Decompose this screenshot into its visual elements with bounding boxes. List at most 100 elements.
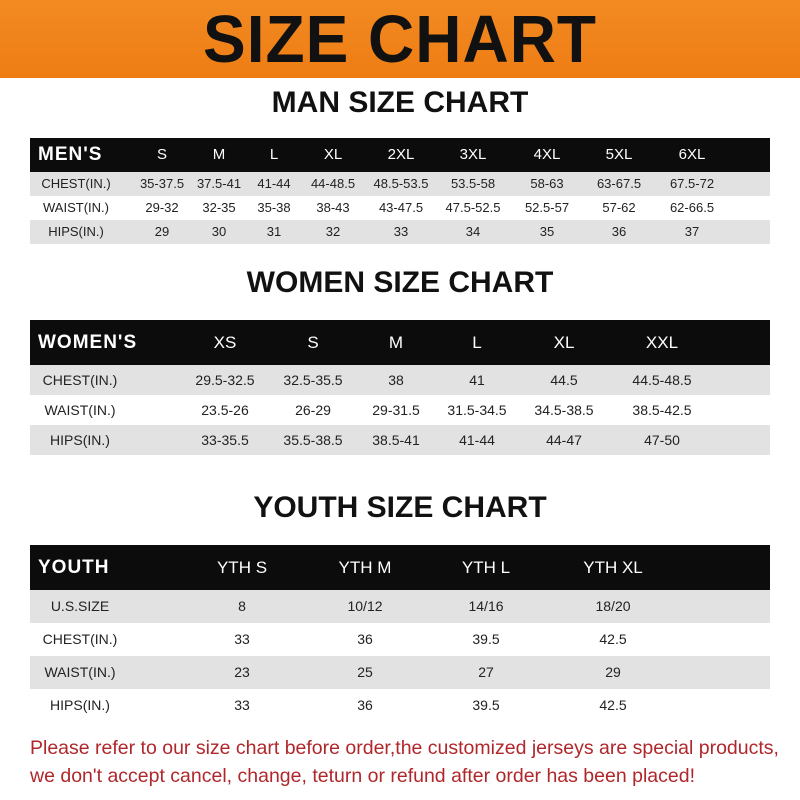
table-cell: 38.5-41	[372, 432, 420, 448]
size-header: XS	[213, 333, 237, 352]
table-cell: 34.5-38.5	[534, 402, 594, 418]
table-row: WAIST(IN.) 23 25 27 29	[30, 656, 770, 689]
banner-title: SIZE CHART	[203, 1, 597, 77]
row-label: CHEST(IN.)	[42, 372, 118, 388]
table-cell: 8	[238, 598, 246, 614]
table-cell: 36	[357, 697, 373, 713]
header-label: WOMEN'S	[38, 332, 138, 353]
table-cell: 33	[393, 224, 409, 239]
row-label: WAIST(IN.)	[43, 200, 109, 215]
table-cell: 29.5-32.5	[195, 372, 255, 388]
table-cell: 63-67.5	[596, 176, 642, 191]
table-cell: 44-47	[546, 432, 582, 448]
table-cell: 38	[388, 372, 404, 388]
table-cell: 29	[605, 664, 621, 680]
section-title: WOMEN SIZE CHART	[246, 266, 554, 299]
table-cell: 25	[357, 664, 373, 680]
table-cell: 58-63	[530, 176, 564, 191]
table-cell: 44.5-48.5	[632, 372, 692, 388]
table-row: WAIST(IN.) 29-32 32-35 35-38 38-43 43-47.5 47.…	[30, 196, 770, 220]
table-cell: 29-31.5	[372, 402, 420, 418]
table-cell: 41-44	[459, 432, 495, 448]
table-cell: 42.5	[599, 697, 627, 713]
table-cell: 33-35.5	[201, 432, 249, 448]
table-cell: 29	[154, 224, 170, 239]
table-cell: 37.5-41	[196, 176, 242, 191]
header-label: YOUTH	[38, 557, 110, 578]
table-cell: 67.5-72	[669, 176, 715, 191]
table-cell: 43-47.5	[378, 200, 424, 215]
size-header: XL	[323, 146, 343, 163]
table-row: WAIST(IN.) 23.5-26 26-29 29-31.5 31.5-34.5 34…	[30, 395, 770, 425]
table-cell: 32-35	[202, 200, 236, 215]
size-header: YTH S	[216, 558, 268, 577]
notice-line-2: we don't accept cancel, change, teturn o…	[30, 765, 695, 787]
row-label: CHEST(IN.)	[41, 176, 111, 191]
row-label: HIPS(IN.)	[48, 224, 104, 239]
table-cell: 47.5-52.5	[445, 200, 501, 215]
size-header: 5XL	[605, 146, 633, 163]
size-header: L	[269, 146, 279, 163]
section-title: YOUTH SIZE CHART	[253, 491, 547, 524]
table-cell: 18/20	[595, 598, 631, 614]
table-cell: 23	[234, 664, 250, 680]
notice-line-1: Please refer to our size chart before or…	[30, 737, 779, 759]
table-cell: 30	[211, 224, 227, 239]
row-label: HIPS(IN.)	[50, 697, 110, 713]
table-row: HIPS(IN.) 33 36 39.5 42.5	[30, 689, 770, 722]
size-header: YTH XL	[583, 558, 643, 577]
table-cell: 52.5-57	[524, 200, 570, 215]
table-row: CHEST(IN.) 29.5-32.5 32.5-35.5 38 41 44.5 44.5…	[30, 365, 770, 395]
table-cell: 48.5-53.5	[373, 176, 429, 191]
table-row: HIPS(IN.) 29 30 31 32 33 34 35 36 37	[30, 220, 770, 244]
table-row: CHEST(IN.) 33 36 39.5 42.5	[30, 623, 770, 656]
size-header: 3XL	[459, 146, 487, 163]
table-cell: 10/12	[347, 598, 383, 614]
table-cell: 33	[234, 697, 250, 713]
table-cell: 35.5-38.5	[283, 432, 343, 448]
table-cell: 44-48.5	[310, 176, 356, 191]
table-cell: 47-50	[644, 432, 680, 448]
table-row: U.S.SIZE 8 10/12 14/16 18/20	[30, 590, 770, 623]
size-header: XL	[553, 333, 575, 352]
table-cell: 53.5-58	[450, 176, 496, 191]
table-cell: 32	[325, 224, 341, 239]
table-row: HIPS(IN.) 33-35.5 35.5-38.5 38.5-41 41-44 44-…	[30, 425, 770, 455]
table-cell: 31.5-34.5	[447, 402, 507, 418]
size-header: L	[472, 333, 482, 352]
table-cell: 39.5	[472, 697, 500, 713]
table-cell: 35	[539, 224, 555, 239]
table-cell: 41-44	[257, 176, 291, 191]
table-cell: 26-29	[295, 402, 331, 418]
row-label: U.S.SIZE	[50, 598, 110, 614]
row-label: WAIST(IN.)	[44, 664, 116, 680]
table-header-row: MEN'S S M L XL 2XL 3XL 4XL 5XL 6XL	[30, 138, 770, 172]
row-label: HIPS(IN.)	[50, 432, 110, 448]
size-header: XXL	[645, 333, 679, 352]
table-cell: 57-62	[602, 200, 636, 215]
table-cell: 36	[611, 224, 627, 239]
size-header: S	[307, 333, 319, 352]
section-title: MAN SIZE CHART	[271, 86, 529, 119]
notice: Please refer to our size chart before or…	[30, 734, 790, 790]
table-cell: 36	[357, 631, 373, 647]
row-label: CHEST(IN.)	[42, 631, 118, 647]
table-cell: 42.5	[599, 631, 627, 647]
size-header: YTH L	[461, 558, 511, 577]
size-header: YTH M	[338, 558, 392, 577]
table-cell: 41	[469, 372, 485, 388]
table-cell: 38.5-42.5	[632, 402, 692, 418]
table-header-row: YOUTH YTH S YTH M YTH L YTH XL	[30, 545, 770, 590]
table-cell: 14/16	[468, 598, 504, 614]
table-cell: 38-43	[316, 200, 350, 215]
size-chart-banner: SIZE CHART	[0, 0, 800, 78]
size-header: S	[156, 146, 168, 163]
header-label: MEN'S	[38, 144, 103, 165]
table-cell: 33	[234, 631, 250, 647]
table-cell: 34	[465, 224, 481, 239]
table-cell: 39.5	[472, 631, 500, 647]
size-header: 4XL	[533, 146, 561, 163]
table-cell: 32.5-35.5	[283, 372, 343, 388]
size-header: M	[212, 146, 226, 163]
table-cell: 37	[684, 224, 700, 239]
